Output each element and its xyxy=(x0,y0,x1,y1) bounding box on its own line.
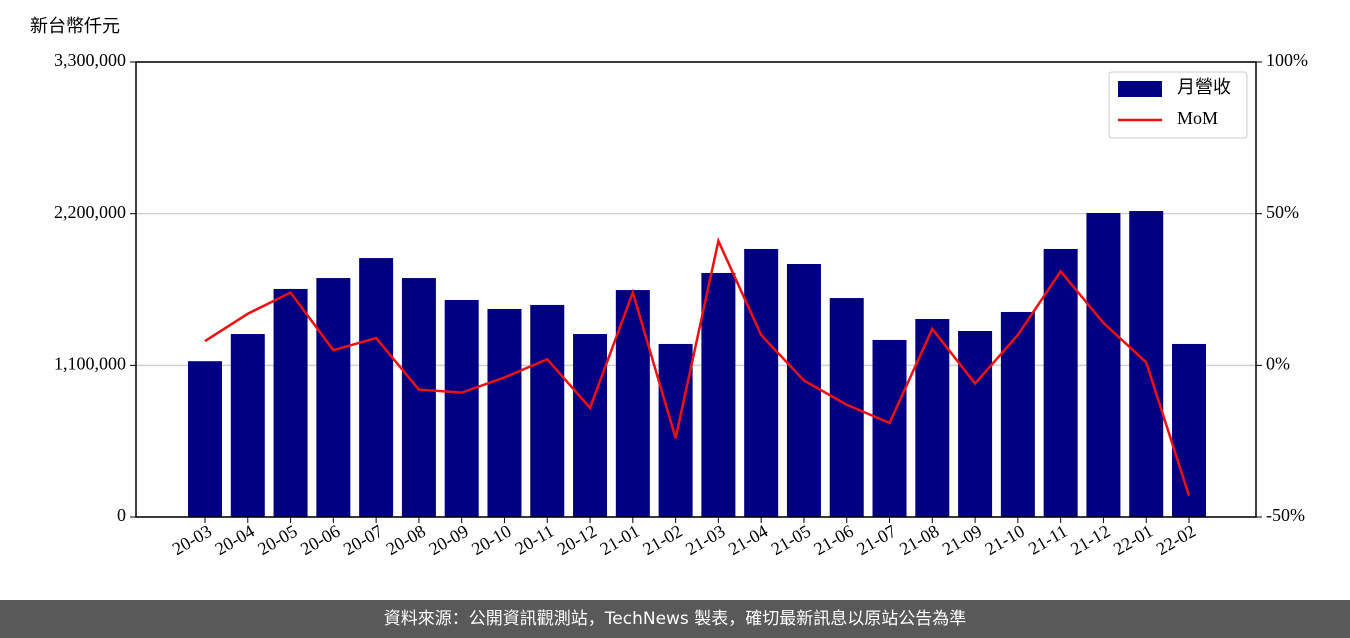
x-tick-label: 21-11 xyxy=(1025,521,1071,559)
x-tick-label: 20-09 xyxy=(425,521,471,559)
x-tick-label: 21-06 xyxy=(810,521,856,559)
bar xyxy=(915,319,950,517)
x-tick-label: 20-11 xyxy=(512,521,558,559)
bar xyxy=(401,278,436,517)
x-tick-label: 22-01 xyxy=(1110,521,1156,559)
x-tick-group: 21-05 xyxy=(768,521,814,559)
x-tick-label: 21-07 xyxy=(853,521,899,559)
y-tick-label: 1,100,000 xyxy=(54,353,126,373)
x-tick-group: 21-03 xyxy=(682,521,728,559)
bar xyxy=(316,278,351,517)
x-tick-group: 20-05 xyxy=(254,521,300,559)
bar xyxy=(487,308,522,517)
y2-tick-label: -50% xyxy=(1266,505,1305,525)
bar xyxy=(958,331,993,517)
x-tick-group: 21-11 xyxy=(1025,521,1071,559)
x-tick-label: 21-10 xyxy=(982,521,1028,559)
x-tick-group: 21-10 xyxy=(982,521,1028,559)
bar xyxy=(1043,248,1078,518)
y2-tick-label: 0% xyxy=(1266,353,1290,373)
bar xyxy=(744,248,779,518)
x-tick-label: 21-05 xyxy=(768,521,814,559)
bar xyxy=(1172,343,1206,517)
bar xyxy=(829,298,864,517)
x-tick-group: 21-09 xyxy=(939,521,985,559)
bar xyxy=(359,258,394,517)
x-tick-group: 20-08 xyxy=(383,521,429,559)
x-tick-label: 21-01 xyxy=(597,521,643,559)
bar xyxy=(188,361,222,517)
x-tick-group: 22-01 xyxy=(1110,521,1156,559)
bar xyxy=(872,339,907,517)
x-tick-group: 20-10 xyxy=(468,521,514,559)
bar xyxy=(530,304,565,517)
x-tick-label: 20-08 xyxy=(383,521,429,559)
x-tick-label: 22-02 xyxy=(1153,521,1199,559)
x-tick-group: 21-04 xyxy=(725,521,771,559)
bar xyxy=(273,288,308,517)
legend-swatch xyxy=(1118,81,1162,97)
x-tick-label: 20-12 xyxy=(554,521,600,559)
plot-frame xyxy=(135,61,1257,518)
y-axis-label: 新台幣仟元 xyxy=(30,16,120,36)
x-tick-group: 20-03 xyxy=(169,521,215,559)
x-tick-group: 21-08 xyxy=(896,521,942,559)
line xyxy=(204,237,1191,497)
bar xyxy=(1086,212,1121,517)
x-tick-group: 20-09 xyxy=(425,521,471,559)
x-tick-label: 21-04 xyxy=(725,521,771,559)
x-tick-label: 20-04 xyxy=(211,521,257,559)
x-tick-label: 21-02 xyxy=(639,521,685,559)
x-tick-group: 20-11 xyxy=(512,521,558,559)
x-tick-group: 21-12 xyxy=(1067,521,1113,559)
y-tick-label: 0 xyxy=(117,505,126,525)
x-tick-group: 20-06 xyxy=(297,521,343,559)
x-tick-group: 21-02 xyxy=(639,521,685,559)
x-tick-label: 21-09 xyxy=(939,521,985,559)
legend-label: 月營收 xyxy=(1177,77,1231,97)
x-tick-label: 21-12 xyxy=(1067,521,1113,559)
x-tick-group: 20-07 xyxy=(340,521,386,559)
bar xyxy=(573,334,608,517)
chart: 新台幣仟元 0 1,100,000 2,200,000 3,300,000 -50% 0%… xyxy=(30,16,1308,559)
y2-tick-label: 100% xyxy=(1266,50,1308,70)
x-tick-group: 21-01 xyxy=(597,521,643,559)
x-tick-label: 20-05 xyxy=(254,521,300,559)
bar xyxy=(230,334,265,517)
x-tick-group: 22-02 xyxy=(1153,521,1199,559)
y2-tick-label: 50% xyxy=(1266,202,1299,222)
y-tick-label: 2,200,000 xyxy=(54,202,126,222)
bar xyxy=(786,263,821,517)
bar xyxy=(701,272,736,517)
x-tick-label: 20-06 xyxy=(297,521,343,559)
y-tick-label: 3,300,000 xyxy=(54,50,126,70)
x-tick-label: 21-08 xyxy=(896,521,942,559)
legend-label: MoM xyxy=(1177,108,1218,128)
footer: 資料來源：公開資訊觀測站，TechNews 製表，確切最新訊息以原站公告為準 xyxy=(0,600,1350,638)
bar xyxy=(658,343,693,517)
x-tick-label: 20-03 xyxy=(169,521,215,559)
x-tick-group: 21-06 xyxy=(810,521,856,559)
x-tick-label: 20-10 xyxy=(468,521,514,559)
x-tick-group: 20-04 xyxy=(211,521,257,559)
x-tick-label: 21-03 xyxy=(682,521,728,559)
bar xyxy=(1000,311,1035,517)
x-tick-group: 21-07 xyxy=(853,521,899,559)
x-tick-group: 20-12 xyxy=(554,521,600,559)
x-tick-label: 20-07 xyxy=(340,521,386,559)
bar xyxy=(444,299,479,517)
